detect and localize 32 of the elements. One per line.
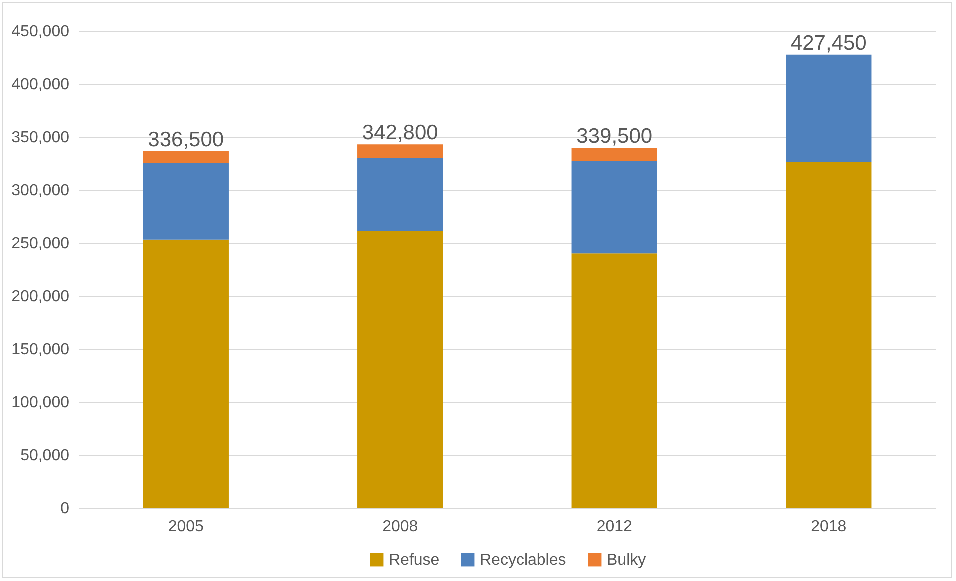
bar: [143, 151, 229, 164]
total-label: 427,450: [790, 32, 867, 55]
bar: [143, 164, 229, 240]
bar: [572, 254, 658, 508]
y-tick-label: 350,000: [12, 130, 70, 146]
y-tick-label: 200,000: [12, 288, 70, 306]
x-tick-label: 2005: [168, 518, 204, 536]
legend-label: Refuse: [389, 552, 440, 569]
bar: [143, 240, 229, 508]
total-label: 342,800: [362, 122, 438, 145]
total-label: 336,500: [148, 128, 224, 152]
y-tick-label: 100,000: [12, 394, 70, 412]
y-tick-label: 0: [60, 500, 70, 518]
bar: [358, 144, 444, 158]
y-tick-label: 300,000: [12, 182, 70, 200]
legend-label: Recyclables: [480, 552, 566, 569]
bar: [358, 158, 444, 232]
y-tick-label: 250,000: [12, 236, 70, 252]
y-tick-label: 450,000: [12, 24, 70, 40]
y-tick-label: 150,000: [12, 342, 70, 358]
legend-label: Bulky: [607, 552, 646, 569]
y-tick-label: 400,000: [12, 76, 70, 94]
bar: [358, 231, 444, 508]
bar: [786, 162, 872, 508]
bar: [572, 161, 658, 254]
bar: [786, 54, 872, 162]
y-tick-label: 50,000: [20, 448, 70, 464]
total-label: 339,500: [576, 125, 653, 148]
x-tick-label: 2008: [382, 518, 418, 536]
x-tick-label: 2018: [811, 518, 847, 536]
x-tick-label: 2012: [596, 518, 633, 536]
bar: [572, 148, 658, 162]
